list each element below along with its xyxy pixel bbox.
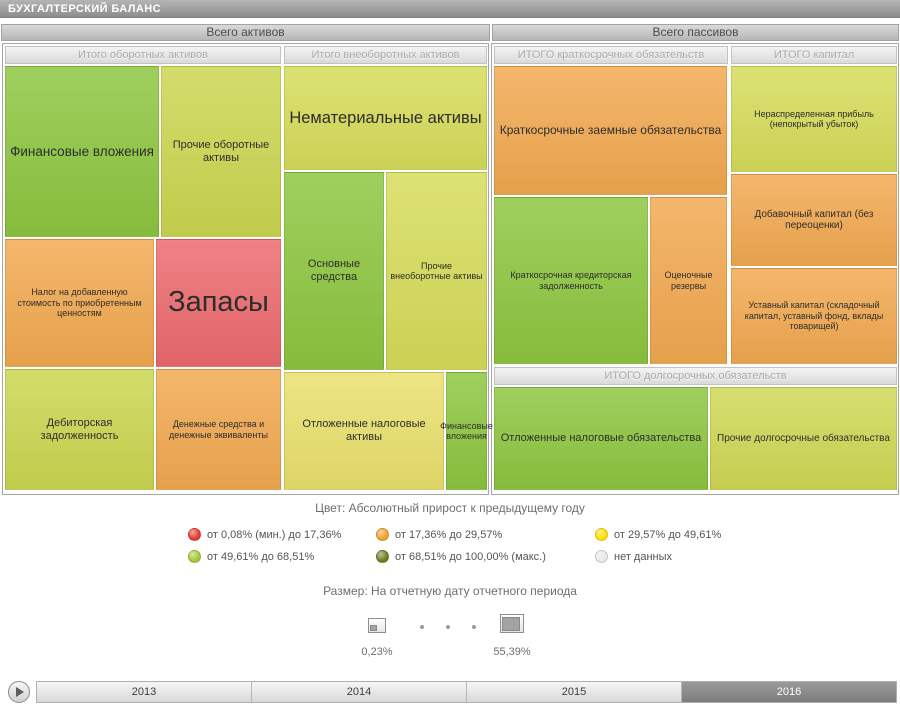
window-title: БУХГАЛТЕРСКИЙ БАЛАНС (0, 0, 900, 18)
cell-additional-capital[interactable]: Добавочный капитал (без переоценки) (731, 174, 897, 266)
timeline-year-2014[interactable]: 2014 (251, 682, 466, 702)
legend-label: от 29,57% до 49,61% (614, 528, 722, 541)
cell-charter-capital[interactable]: Уставный капитал (складочный капитал, ус… (731, 268, 897, 364)
section-header-noncurrent-assets: Итого внеоборотных активов (284, 46, 487, 64)
cell-other-longterm-liabilities[interactable]: Прочие долгосрочные обязательства (710, 387, 897, 490)
cell-deferred-tax-assets[interactable]: Отложенные налоговые активы (284, 372, 444, 490)
cell-financial-investments[interactable]: Финансовые вложения (5, 66, 159, 237)
legend-swatch-orange (376, 528, 389, 541)
cell-deferred-tax-liabilities[interactable]: Отложенные налоговые обязательства (494, 387, 708, 490)
cell-inventories[interactable]: Запасы (156, 239, 281, 367)
legend-label: от 49,61% до 68,51% (207, 550, 315, 563)
cell-other-current-assets[interactable]: Прочие оборотные активы (161, 66, 281, 237)
legend-label: нет данных (614, 550, 673, 563)
timeline-year-2013[interactable]: 2013 (37, 682, 251, 702)
size-scale-dot (420, 625, 424, 629)
size-max-fill (502, 617, 520, 631)
play-icon (16, 687, 24, 697)
cell-shortterm-payables[interactable]: Краткосрочная кредиторская задолженность (494, 197, 648, 364)
size-max-icon (500, 614, 524, 633)
play-button[interactable] (8, 681, 30, 703)
cell-retained-earnings[interactable]: Нераспределенная прибыль (непокрытый убы… (731, 66, 897, 172)
color-legend-title: Цвет: Абсолютный прирост к предыдущему г… (315, 501, 585, 515)
timeline-year-2015[interactable]: 2015 (466, 682, 681, 702)
size-min-icon (368, 618, 386, 633)
assets-group-header: Всего активов (1, 24, 490, 41)
legend-label: от 0,08% (мин.) до 17,36% (207, 528, 342, 541)
legend-label: от 68,51% до 100,00% (макс.) (395, 550, 546, 563)
section-header-capital: ИТОГО капитал (731, 46, 897, 64)
cell-other-noncurrent-assets[interactable]: Прочие внеоборотные активы (386, 172, 487, 370)
color-legend: от 0,08% (мин.) до 17,36% от 17,36% до 2… (188, 528, 795, 563)
legend-item: от 29,57% до 49,61% (595, 528, 795, 541)
size-scale-dot (472, 625, 476, 629)
cell-intangible-assets[interactable]: Нематериальные активы (284, 66, 487, 170)
timeline-year-2016[interactable]: 2016 (681, 682, 896, 702)
legend-swatch-nodata (595, 550, 608, 563)
legend-swatch-red (188, 528, 201, 541)
cell-fixed-assets[interactable]: Основные средства (284, 172, 384, 370)
cell-financial-investments-noncurrent[interactable]: Финансовые вложения (440, 372, 493, 490)
legend-item: от 49,61% до 68,51% (188, 550, 376, 563)
size-max-label: 55,39% (493, 646, 531, 658)
liabilities-group-header: Всего пассивов (492, 24, 899, 41)
cell-cash-and-equivalents[interactable]: Денежные средства и денежные эквиваленты (156, 369, 281, 490)
size-min-label: 0,23% (361, 646, 393, 658)
timeline: 2013 2014 2015 2016 (36, 681, 897, 703)
legend-item: от 17,36% до 29,57% (376, 528, 595, 541)
cell-receivables[interactable]: Дебиторская задолженность (5, 369, 154, 490)
legend-label: от 17,36% до 29,57% (395, 528, 503, 541)
section-header-shortterm-liabilities: ИТОГО краткосрочных обязательств (494, 46, 728, 64)
cell-estimated-reserves[interactable]: Оценочные резервы (650, 197, 727, 364)
cell-vat-on-purchases[interactable]: Налог на добавленную стоимость по приобр… (5, 239, 154, 367)
size-scale-dot (446, 625, 450, 629)
section-header-current-assets: Итого оборотных активов (5, 46, 281, 64)
legend-item: от 0,08% (мин.) до 17,36% (188, 528, 376, 541)
section-header-longterm-liabilities: ИТОГО долгосрочных обязательств (494, 367, 897, 385)
cell-shortterm-borrowings[interactable]: Краткосрочные заемные обязательства (494, 66, 727, 195)
size-min-fill (370, 625, 377, 631)
legend-swatch-darkgreen (376, 550, 389, 563)
legend-item: от 68,51% до 100,00% (макс.) (376, 550, 595, 563)
legend-swatch-yellowgreen (188, 550, 201, 563)
size-legend-title: Размер: На отчетную дату отчетного перио… (323, 584, 577, 598)
legend-item: нет данных (595, 550, 795, 563)
legend-swatch-yellow (595, 528, 608, 541)
